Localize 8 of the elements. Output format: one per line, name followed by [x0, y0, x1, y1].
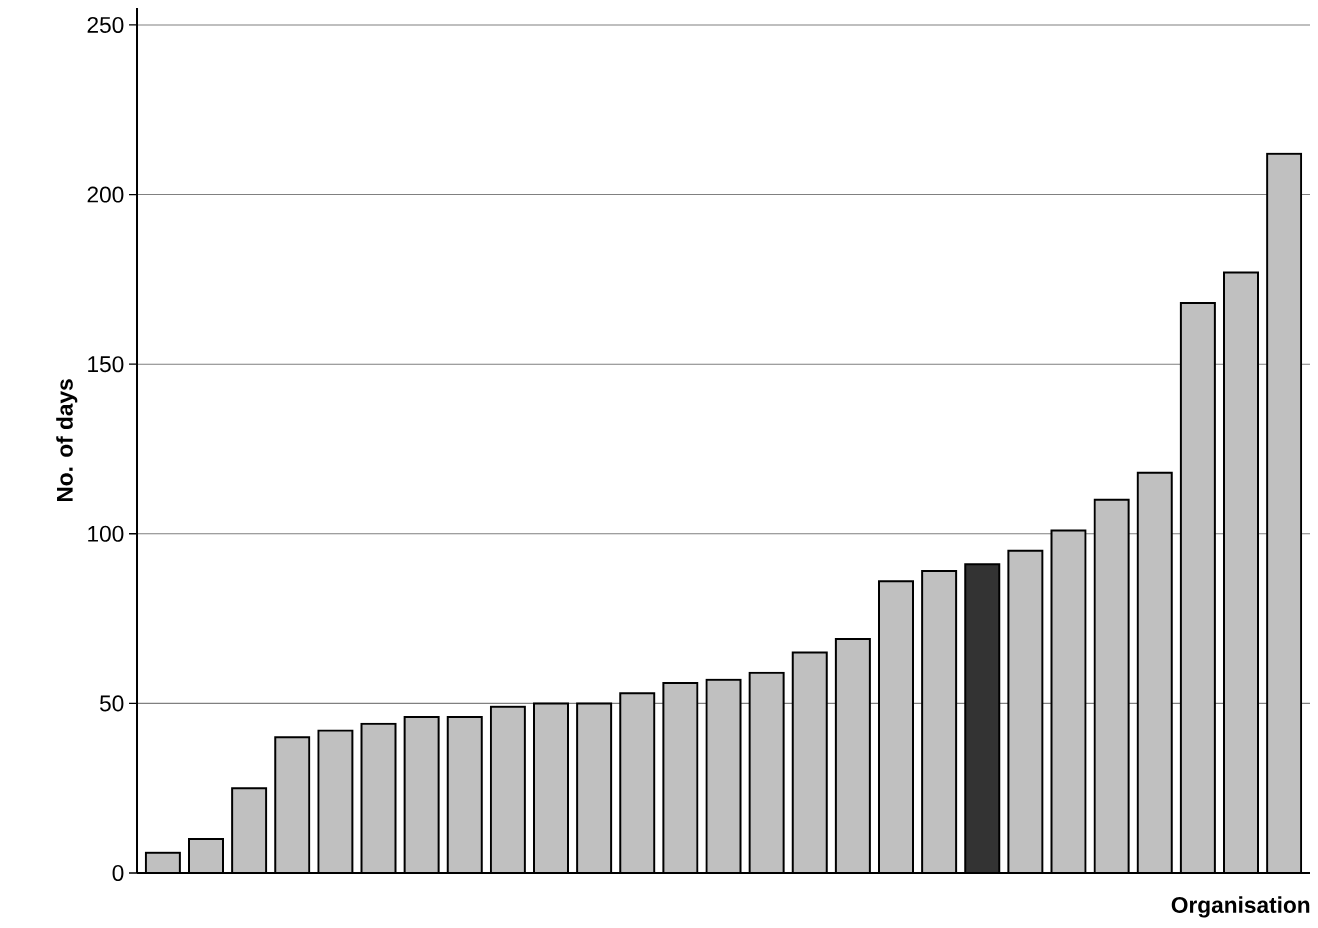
y-tick-label: 0 [112, 864, 124, 882]
y-axis-title: No. of days [56, 379, 78, 502]
y-tick-label: 200 [87, 186, 124, 203]
y-tick-label: 150 [88, 356, 124, 373]
y-tick-label: 250 [87, 16, 124, 33]
y-tick-label: 50 [99, 695, 124, 712]
y-tick-label: 100 [88, 525, 124, 542]
x-axis-title: Organisation [1171, 896, 1310, 918]
